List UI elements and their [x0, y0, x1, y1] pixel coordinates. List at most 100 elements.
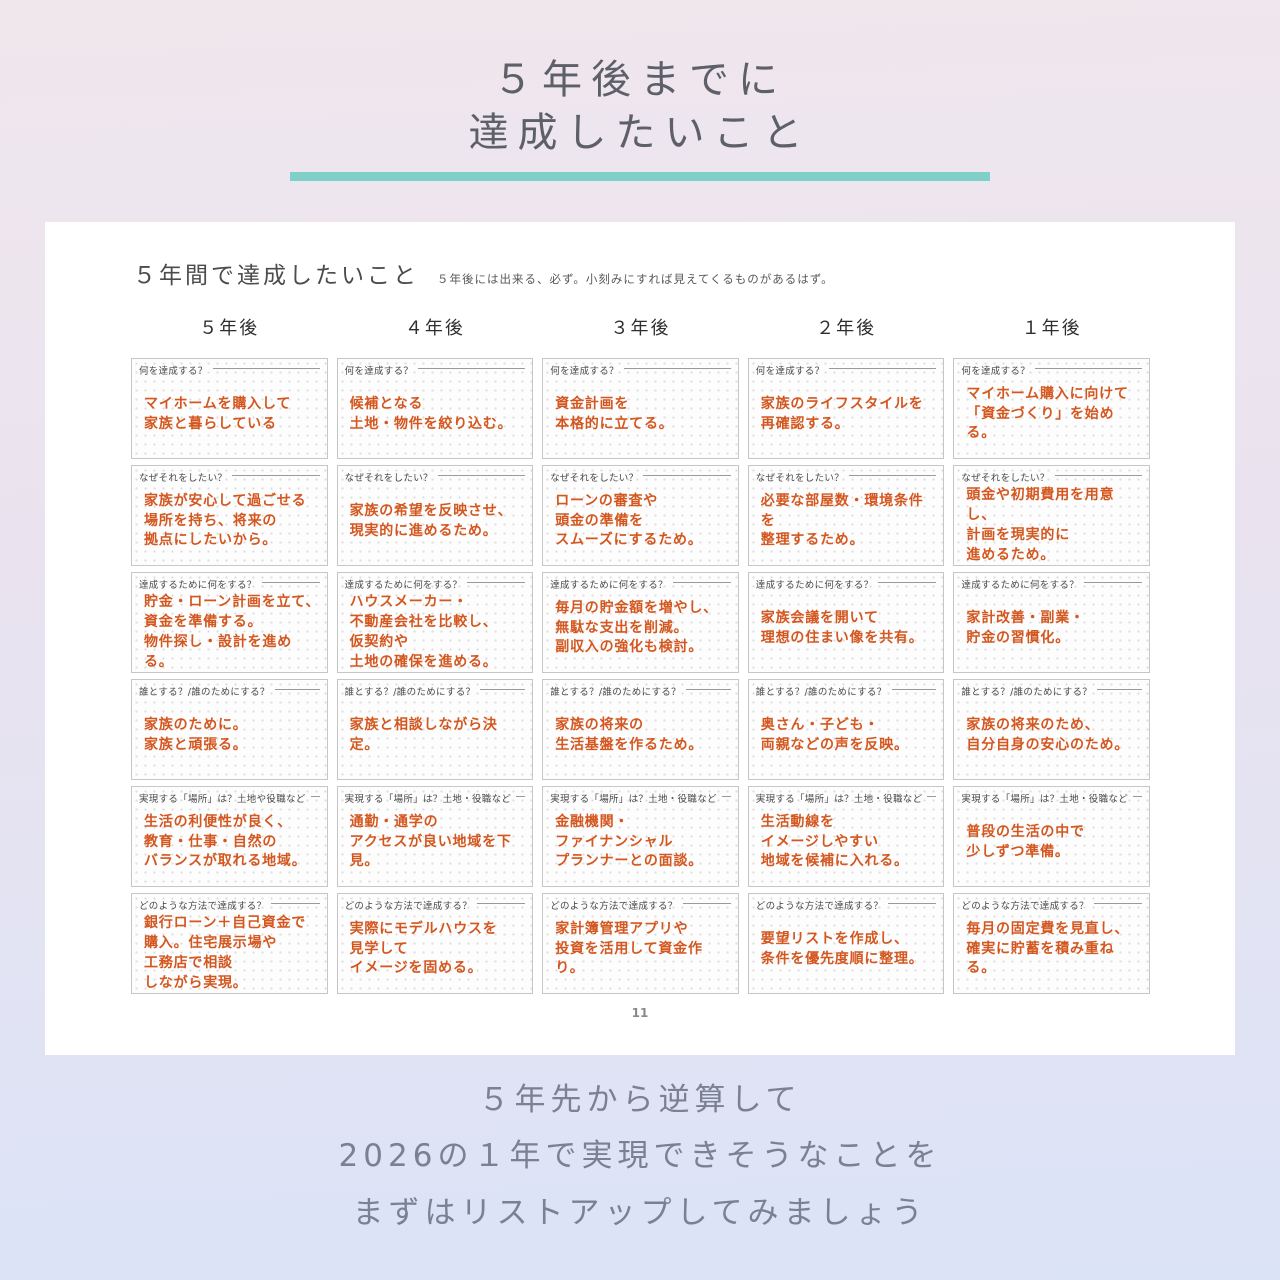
cell-answer-text: ハウスメーカー・ 不動産会社を比較し、 仮契約や 土地の確保を進める。	[349, 594, 498, 670]
cell-question-label: どのような方法で達成する？	[749, 894, 944, 912]
column-header-4y: ４年後	[404, 318, 465, 339]
cell-3y-where: 実現する「場所」は？土地・役職など 金融機関・ ファイナンシャル プランナーとの…	[542, 786, 739, 887]
cell-question-label: なぜそれをしたい？	[543, 466, 738, 484]
footer-note: ５年先から逆算して 2026の１年で実現できそうなことを まずはリストアップして…	[0, 1072, 1280, 1241]
cell-answer-text: 普段の生活の中で 少しずつ準備。	[966, 823, 1085, 860]
worksheet-title: ５年間で達成したいこと	[133, 263, 419, 289]
cell-answer-text: 候補となる 土地・物件を絞り込む。	[349, 395, 513, 432]
cell-question-label: 実現する「場所」は？土地や役職など	[132, 787, 327, 805]
cell-question-label: なぜそれをしたい？	[954, 466, 1149, 484]
cell-4y-how: 達成するために何をする？ ハウスメーカー・ 不動産会社を比較し、 仮契約や 土地…	[336, 572, 534, 673]
cell-question-label: 達成するために何をする？	[338, 573, 533, 591]
cell-4y-who: 誰とする？/誰のためにする？ 家族と相談しながら決定。	[336, 679, 534, 780]
cell-5y-why: なぜそれをしたい？ 家族が安心して過ごせる 場所を持ち、将来の 拠点にしたいから…	[131, 465, 328, 566]
cell-answer-text: 金融機関・ ファイナンシャル プランナーとの面談。	[555, 813, 704, 870]
cell-5y-how: 達成するために何をする？ 貯金・ローン計画を立て、 資金を準備する。 物件探し・…	[131, 572, 328, 673]
column-header-3y: ３年後	[610, 318, 671, 339]
cell-2y-how: 達成するために何をする？ 家族会議を開いて 理想の住まい像を共有。	[747, 572, 945, 673]
cell-question-label: 何を達成する？	[749, 359, 944, 377]
cell-answer-text: 貯金・ローン計画を立て、 資金を準備する。 物件探し・設計を進める。	[144, 594, 321, 670]
cell-5y-method: どのような方法で達成する？ 銀行ローン＋自己資金で 購入。住宅展示場や 工務店で…	[131, 893, 328, 994]
cell-answer-text: 家族が安心して過ごせる 場所を持ち、将来の 拠点にしたいから。	[144, 492, 307, 549]
cell-question-label: 何を達成する？	[954, 359, 1149, 377]
cell-question-label: 達成するために何をする？	[749, 573, 944, 591]
cell-3y-method: どのような方法で達成する？ 家計簿管理アプリや 投資を活用して資金作り。	[542, 893, 739, 994]
cell-answer-text: 家族の将来のため、 自分自身の安心のため。	[966, 716, 1130, 753]
cell-answer-text: マイホームを購入して 家族と暮らしている	[144, 395, 292, 432]
cell-question-label: どのような方法で達成する？	[954, 894, 1149, 912]
cell-2y-where: 実現する「場所」は？土地・役職など 生活動線を イメージしやすい 地域を候補に入…	[747, 786, 945, 887]
page-title: ５年後までに 達成したいこと	[0, 54, 1280, 160]
cell-question-label: 何を達成する？	[338, 359, 533, 377]
cell-3y-how: 達成するために何をする？ 毎月の貯金額を増やし、 無駄な支出を削減。 副収入の強…	[542, 572, 739, 673]
cell-question-label: 達成するために何をする？	[954, 573, 1149, 591]
cell-5y-who: 誰とする？/誰のためにする？ 家族のために。 家族と頑張る。	[131, 679, 328, 780]
cell-question-label: どのような方法で達成する？	[543, 894, 738, 912]
cell-answer-text: 頭金や初期費用を用意し、 計画を現実的に 進めるため。	[966, 487, 1115, 563]
cell-question-label: どのような方法で達成する？	[132, 894, 327, 912]
cell-question-label: 何を達成する？	[543, 359, 738, 377]
cell-5y-what: 何を達成する？ マイホームを購入して 家族と暮らしている	[131, 358, 328, 459]
cell-3y-why: なぜそれをしたい？ ローンの審査や 頭金の準備を スムーズにするため。	[542, 465, 739, 566]
worksheet-subtitle: ５年後には出来る、必ず。小刻みにすれば見えてくるものがあるはず。	[437, 272, 834, 286]
cell-question-label: どのような方法で達成する？	[338, 894, 533, 912]
cell-answer-text: 生活の利便性が良く、 教育・仕事・自然の バランスが取れる地域。	[144, 813, 307, 870]
cell-question-label: 誰とする？/誰のためにする？	[543, 680, 738, 698]
cell-question-label: 実現する「場所」は？土地・役職など	[749, 787, 944, 805]
footer-line3: まずはリストアップしてみましょう	[352, 1194, 928, 1231]
cell-question-label: 誰とする？/誰のためにする？	[338, 680, 533, 698]
cell-question-label: 誰とする？/誰のためにする？	[954, 680, 1149, 698]
cell-5y-where: 実現する「場所」は？土地や役職など 生活の利便性が良く、 教育・仕事・自然の バ…	[131, 786, 328, 887]
accent-underline-bar	[290, 172, 990, 181]
cell-1y-who: 誰とする？/誰のためにする？ 家族の将来のため、 自分自身の安心のため。	[953, 679, 1150, 780]
footer-line1: ５年先から逆算して	[478, 1082, 802, 1118]
column-header-1y: １年後	[1021, 318, 1082, 339]
cell-answer-text: 生活動線を イメージしやすい 地域を候補に入れる。	[760, 813, 909, 870]
cell-answer-text: 毎月の貯金額を増やし、 無駄な支出を削減。 副収入の強化も検討。	[555, 599, 718, 656]
cell-question-label: 誰とする？/誰のためにする？	[132, 680, 327, 698]
cell-4y-why: なぜそれをしたい？ 家族の希望を反映させ、 現実的に進めるため。	[336, 465, 534, 566]
cell-answer-text: 通勤・通学の アクセスが良い地域を下見。	[349, 813, 512, 870]
cell-question-label: なぜそれをしたい？	[338, 466, 533, 484]
cell-4y-where: 実現する「場所」は？土地・役職など 通勤・通学の アクセスが良い地域を下見。	[336, 786, 534, 887]
cell-answer-text: 家族のために。 家族と頑張る。	[144, 716, 248, 753]
cell-question-label: 何を達成する？	[132, 359, 327, 377]
cell-answer-text: 毎月の固定費を見直し、 確実に貯蓄を積み重ねる。	[966, 920, 1130, 977]
cell-answer-text: 家計簿管理アプリや 投資を活用して資金作り。	[555, 920, 703, 977]
cell-answer-text: 家族の希望を反映させ、 現実的に進めるため。	[349, 502, 513, 539]
worksheet-panel: ５年間で達成したいこと ５年後には出来る、必ず。小刻みにすれば見えてくるものがあ…	[45, 222, 1235, 1055]
cell-answer-text: 要望リストを作成し、 条件を優先度順に整理。	[760, 930, 924, 967]
cell-question-label: なぜそれをしたい？	[749, 466, 944, 484]
cell-answer-text: 銀行ローン＋自己資金で 購入。住宅展示場や 工務店で相談 しながら実現。	[144, 915, 307, 991]
cell-1y-how: 達成するために何をする？ 家計改善・副業・ 貯金の習慣化。	[953, 572, 1150, 673]
year-column-headers: ５年後 ４年後 ３年後 ２年後 １年後	[131, 314, 1150, 340]
cell-2y-what: 何を達成する？ 家族のライフスタイルを 再確認する。	[747, 358, 945, 459]
cell-3y-what: 何を達成する？ 資金計画を 本格的に立てる。	[542, 358, 739, 459]
cell-1y-method: どのような方法で達成する？ 毎月の固定費を見直し、 確実に貯蓄を積み重ねる。	[953, 893, 1150, 994]
cell-question-label: 実現する「場所」は？土地・役職など	[954, 787, 1149, 805]
column-header-5y: ５年後	[199, 318, 260, 339]
cell-1y-why: なぜそれをしたい？ 頭金や初期費用を用意し、 計画を現実的に 進めるため。	[953, 465, 1150, 566]
cell-answer-text: 家族と相談しながら決定。	[349, 716, 498, 753]
cell-2y-why: なぜそれをしたい？ 必要な部屋数・環境条件を 整理するため。	[747, 465, 945, 566]
page-title-line1: ５年後までに	[493, 57, 787, 103]
cell-answer-text: 家族のライフスタイルを 再確認する。	[760, 395, 924, 432]
cell-answer-text: 家計改善・副業・ 貯金の習慣化。	[966, 609, 1085, 646]
page-title-line2: 達成したいこと	[468, 109, 812, 156]
page-number: 11	[631, 1006, 649, 1020]
cell-question-label: 達成するために何をする？	[543, 573, 738, 591]
cell-answer-text: 奥さん・子ども・ 両親などの声を反映。	[760, 716, 909, 753]
cell-question-label: 実現する「場所」は？土地・役職など	[338, 787, 533, 805]
worksheet-grid: 何を達成する？ マイホームを購入して 家族と暮らしている 何を達成する？ 候補と…	[131, 358, 1150, 994]
cell-2y-who: 誰とする？/誰のためにする？ 奥さん・子ども・ 両親などの声を反映。	[747, 679, 945, 780]
cell-answer-text: 実際にモデルハウスを 見学して イメージを固める。	[349, 920, 498, 977]
cell-answer-text: 資金計画を 本格的に立てる。	[555, 395, 674, 432]
column-header-2y: ２年後	[816, 318, 877, 339]
cell-2y-method: どのような方法で達成する？ 要望リストを作成し、 条件を優先度順に整理。	[747, 893, 945, 994]
cell-question-label: 達成するために何をする？	[132, 573, 327, 591]
cell-answer-text: マイホーム購入に向けて 「資金づくり」を始める。	[966, 385, 1129, 442]
cell-answer-text: 必要な部屋数・環境条件を 整理するため。	[760, 492, 924, 549]
cell-3y-who: 誰とする？/誰のためにする？ 家族の将来の 生活基盤を作るため。	[542, 679, 739, 780]
cell-answer-text: ローンの審査や 頭金の準備を スムーズにするため。	[555, 492, 703, 549]
